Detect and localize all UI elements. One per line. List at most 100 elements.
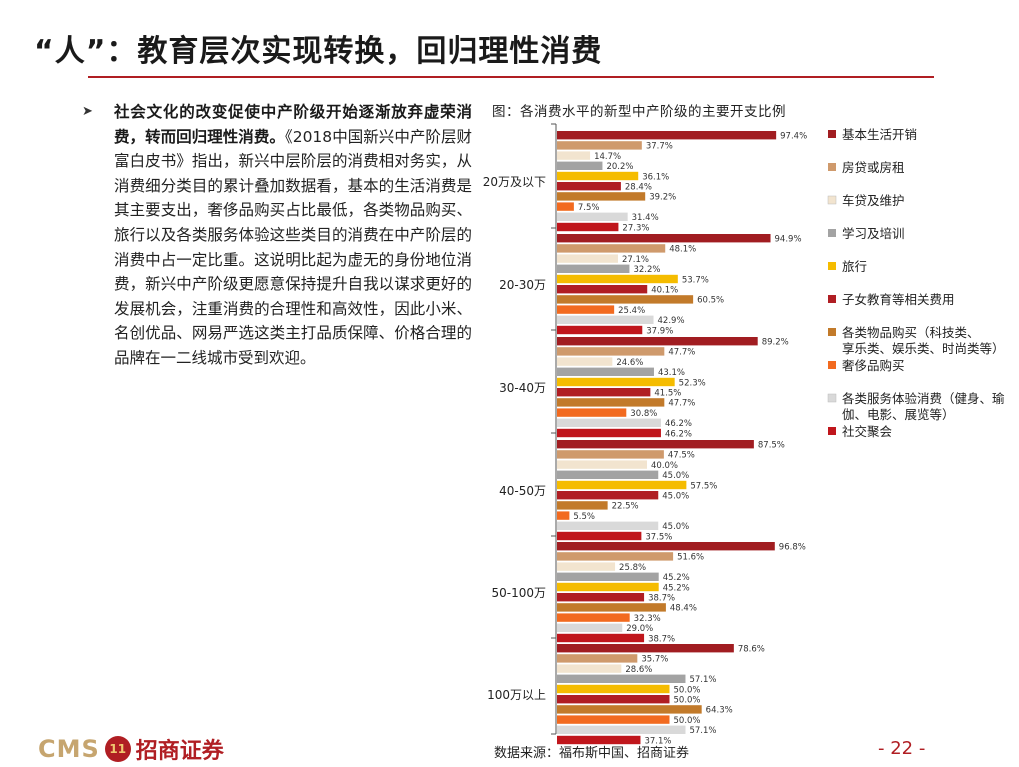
legend-swatch (828, 427, 836, 435)
logo-text: CMS (38, 735, 100, 763)
legend-swatch (828, 361, 836, 369)
data-label: 27.1% (622, 255, 649, 265)
bar (557, 325, 643, 335)
bar (557, 521, 659, 530)
data-label: 47.5% (668, 451, 695, 461)
data-label: 36.1% (642, 172, 669, 182)
legend-swatch (828, 262, 836, 270)
bar (557, 470, 659, 479)
data-label: 60.5% (697, 296, 724, 306)
bullet-body-text: 《2018中国新兴中产阶层财富白皮书》指出，新兴中层阶层的消费相对务实，从消费细… (114, 127, 472, 367)
bar (557, 501, 608, 510)
bullet-paragraph: ➤ 社会文化的改变促使中产阶级开始逐渐放弃虚荣消费，转而回归理性消费。《2018… (82, 100, 472, 371)
legend-label: 各类服务体验消费（健身、瑜 (842, 391, 1005, 406)
bar (557, 202, 574, 211)
data-label: 31.4% (632, 213, 659, 223)
bar (557, 295, 694, 304)
data-label: 57.5% (690, 481, 717, 491)
data-label: 50.0% (674, 716, 701, 726)
bar (557, 491, 659, 500)
legend-swatch (827, 393, 837, 403)
data-label: 5.5% (573, 512, 595, 522)
bar (557, 182, 621, 191)
bar (557, 695, 670, 704)
data-label: 57.1% (689, 726, 716, 736)
legend-label: 学习及培训 (842, 226, 905, 241)
bar (557, 440, 754, 449)
data-label: 47.7% (668, 399, 695, 409)
data-label: 53.7% (682, 275, 709, 285)
data-label: 43.1% (658, 368, 685, 378)
data-label: 24.6% (616, 358, 643, 368)
logo-emblem-icon: 11 (104, 736, 131, 762)
bar (557, 337, 758, 346)
data-label: 39.2% (649, 193, 676, 203)
bar (557, 367, 654, 376)
data-label: 89.2% (762, 338, 789, 348)
bar (557, 141, 642, 150)
bar (557, 644, 734, 653)
bar (557, 222, 619, 232)
data-label: 48.1% (669, 245, 696, 255)
data-label: 87.5% (758, 441, 785, 451)
bar (557, 684, 670, 694)
data-label: 48.4% (670, 604, 697, 614)
legend-label: 各类物品购买（科技类、 (842, 325, 980, 340)
data-label: 35.7% (641, 655, 668, 665)
data-label: 37.5% (645, 532, 672, 542)
data-label: 45.2% (663, 583, 690, 593)
legend-swatch (828, 328, 836, 336)
data-label: 22.5% (612, 502, 639, 512)
bar (557, 285, 648, 294)
category-label: 40-50万 (499, 484, 546, 498)
bar (557, 531, 642, 541)
bar (557, 254, 618, 263)
legend-swatch (827, 195, 837, 205)
bar (557, 562, 616, 571)
data-label: 28.4% (625, 183, 652, 193)
data-label: 45.0% (662, 471, 689, 481)
legend-swatch (828, 229, 836, 237)
data-label: 37.1% (644, 736, 671, 746)
data-label: 45.2% (663, 573, 690, 583)
data-label: 32.2% (633, 265, 660, 275)
data-label: 45.0% (662, 492, 689, 502)
bar (557, 593, 645, 602)
data-label: 40.1% (651, 286, 678, 296)
data-label: 57.1% (689, 675, 716, 685)
data-label: 94.9% (775, 235, 802, 245)
bar (557, 705, 702, 714)
data-label: 7.5% (578, 203, 600, 213)
data-label: 50.0% (674, 685, 701, 695)
bar (557, 151, 591, 160)
data-label: 42.9% (658, 316, 685, 326)
data-label: 25.8% (619, 563, 646, 573)
data-label: 46.2% (665, 419, 692, 429)
bar (557, 572, 659, 581)
bar (557, 480, 687, 490)
category-label: 20万及以下 (483, 175, 546, 189)
logo-chinese-name: 招商证券 (135, 738, 224, 764)
data-label: 78.6% (738, 645, 765, 655)
bullet-text: 社会文化的改变促使中产阶级开始逐渐放弃虚荣消费，转而回归理性消费。《2018中国… (114, 100, 472, 371)
category-label: 50-100万 (491, 586, 546, 600)
bar (557, 388, 651, 397)
bar (557, 408, 627, 417)
data-label: 46.2% (665, 429, 692, 439)
bar (557, 315, 654, 324)
page-title: “人”：教育层次实现转换，回归理性消费 (34, 34, 603, 69)
bar (557, 234, 771, 243)
data-label: 64.3% (706, 706, 733, 716)
legend-swatch (828, 295, 836, 303)
bar (557, 274, 678, 284)
bar (557, 664, 622, 673)
bar (557, 398, 665, 407)
data-label: 52.3% (679, 378, 706, 388)
legend-label: 子女教育等相关费用 (842, 292, 955, 307)
bar (557, 418, 661, 427)
bar (557, 511, 570, 520)
bar (557, 212, 628, 221)
data-label: 50.0% (674, 696, 701, 706)
bar (557, 161, 603, 170)
